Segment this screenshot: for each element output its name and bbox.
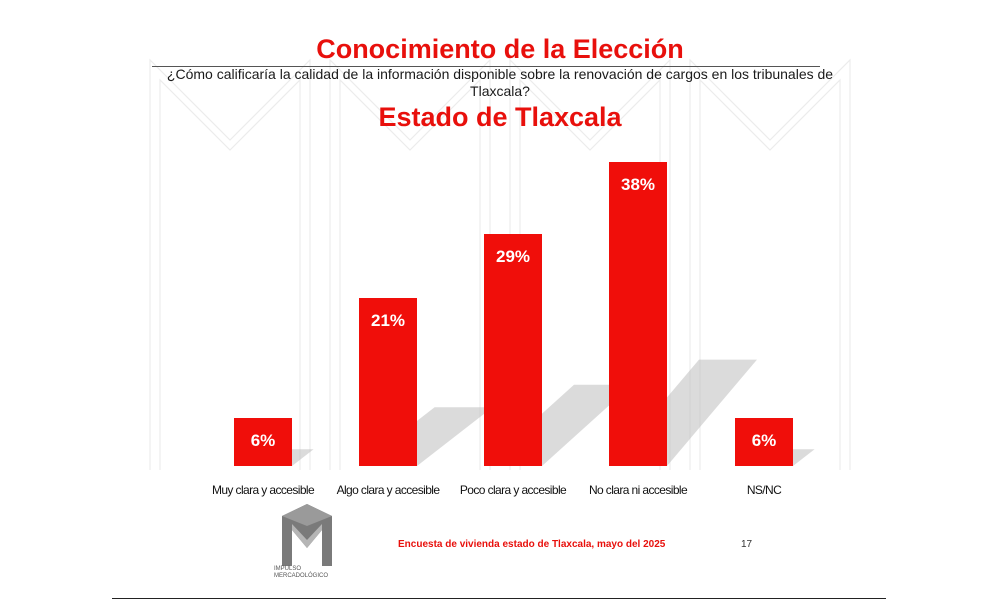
title-divider [152,66,820,67]
page-number: 17 [741,539,753,550]
data-label: 6% [752,431,777,450]
data-label: 21% [371,311,405,330]
category-label: Algo clara y accesible [337,483,441,497]
bottom-divider [112,598,886,599]
data-label: 6% [251,431,276,450]
bar [735,418,793,466]
logo-text-line2: MERCADOLÓGICO [274,573,329,579]
bar [359,298,417,466]
logo-text-line1: IMPULSO [274,566,302,572]
bar [234,418,292,466]
impulso-mercadologico-logo-icon [282,504,332,566]
chart-subtitle: Estado de Tlaxcala [378,102,622,132]
bar [609,162,667,466]
source-note: Encuesta de vivienda estado de Tlaxcala,… [398,539,666,550]
category-label: No clara ni accesible [589,483,688,497]
bar [484,234,542,466]
category-label: Muy clara y accesible [212,483,315,497]
chart-title: Conocimiento de la Elección [316,34,684,64]
logo-text: IMPULSO MERCADOLÓGICO [274,566,344,580]
data-label: 29% [496,247,530,266]
category-label: Poco clara y accesible [460,483,567,497]
survey-question: ¿Cómo calificaría la calidad de la infor… [166,66,834,99]
category-label: NS/NC [747,483,782,497]
data-label: 38% [621,175,655,194]
